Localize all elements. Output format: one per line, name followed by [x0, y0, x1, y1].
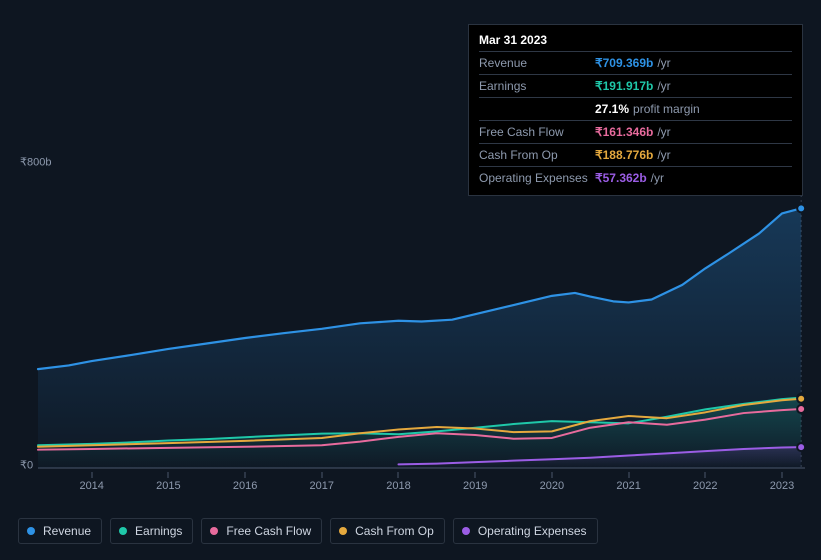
x-tick-label: 2021	[616, 480, 640, 492]
tooltip-row-label: Operating Expenses	[479, 170, 595, 186]
tooltip-row-label: Cash From Op	[479, 147, 595, 163]
chart-legend: Revenue Earnings Free Cash Flow Cash From O…	[18, 518, 598, 544]
x-tick-mark	[91, 472, 92, 478]
x-tick-label: 2020	[540, 480, 564, 492]
y-axis-label-min: ₹0	[20, 459, 26, 472]
y-axis-label-max: ₹800b	[20, 156, 26, 169]
legend-item-opex[interactable]: Operating Expenses	[453, 518, 598, 544]
tooltip-row-value: ₹709.369b/yr	[595, 55, 671, 71]
x-tick-mark	[551, 472, 552, 478]
x-tick-label: 2022	[693, 480, 717, 492]
legend-dot-icon	[462, 527, 470, 535]
chart-plot[interactable]	[38, 175, 805, 468]
marker-opex	[797, 443, 805, 451]
legend-item-fcf[interactable]: Free Cash Flow	[201, 518, 322, 544]
tooltip-row-value: ₹57.362b/yr	[595, 170, 664, 186]
x-tick-label: 2016	[233, 480, 257, 492]
tooltip-date: Mar 31 2023	[479, 33, 792, 51]
x-tick-label: 2019	[463, 480, 487, 492]
legend-item-revenue[interactable]: Revenue	[18, 518, 102, 544]
x-tick-mark	[245, 472, 246, 478]
legend-dot-icon	[27, 527, 35, 535]
tooltip-row-label: Revenue	[479, 55, 595, 71]
tooltip-row-value: ₹188.776b/yr	[595, 147, 671, 163]
tooltip-row: Free Cash Flow₹161.346b/yr	[479, 120, 792, 143]
x-tick-mark	[628, 472, 629, 478]
tooltip-row: Revenue₹709.369b/yr	[479, 51, 792, 74]
tooltip-row-label	[479, 101, 595, 117]
legend-item-cfo[interactable]: Cash From Op	[330, 518, 445, 544]
tooltip-row-label: Earnings	[479, 78, 595, 94]
x-axis: 2014 2015 2016 2017 2018 2019 2020 2021 2022 2023	[38, 472, 805, 502]
x-tick-label: 2015	[156, 480, 180, 492]
legend-label: Earnings	[135, 524, 182, 538]
marker-revenue	[797, 204, 805, 212]
legend-dot-icon	[339, 527, 347, 535]
x-tick-mark	[321, 472, 322, 478]
tooltip-row: Cash From Op₹188.776b/yr	[479, 143, 792, 166]
chart-tooltip: Mar 31 2023 Revenue₹709.369b/yrEarnings₹…	[468, 24, 803, 196]
marker-cfo	[797, 395, 805, 403]
legend-dot-icon	[210, 527, 218, 535]
tooltip-row: 27.1%profit margin	[479, 97, 792, 120]
x-tick-mark	[168, 472, 169, 478]
x-tick-label: 2023	[770, 480, 794, 492]
marker-fcf	[797, 405, 805, 413]
legend-label: Operating Expenses	[478, 524, 587, 538]
legend-label: Cash From Op	[355, 524, 434, 538]
x-tick-label: 2017	[310, 480, 334, 492]
legend-dot-icon	[119, 527, 127, 535]
legend-label: Revenue	[43, 524, 91, 538]
x-tick-label: 2014	[79, 480, 103, 492]
chart-area: ₹800b ₹0	[18, 150, 805, 470]
legend-item-earnings[interactable]: Earnings	[110, 518, 193, 544]
tooltip-row-label: Free Cash Flow	[479, 124, 595, 140]
tooltip-row: Earnings₹191.917b/yr	[479, 74, 792, 97]
x-tick-mark	[398, 472, 399, 478]
x-tick-mark	[705, 472, 706, 478]
tooltip-row-value: 27.1%profit margin	[595, 101, 700, 117]
x-tick-mark	[781, 472, 782, 478]
tooltip-row-value: ₹161.346b/yr	[595, 124, 671, 140]
legend-label: Free Cash Flow	[226, 524, 311, 538]
x-tick-mark	[475, 472, 476, 478]
tooltip-row-value: ₹191.917b/yr	[595, 78, 671, 94]
tooltip-row: Operating Expenses₹57.362b/yr	[479, 166, 792, 189]
x-tick-label: 2018	[386, 480, 410, 492]
